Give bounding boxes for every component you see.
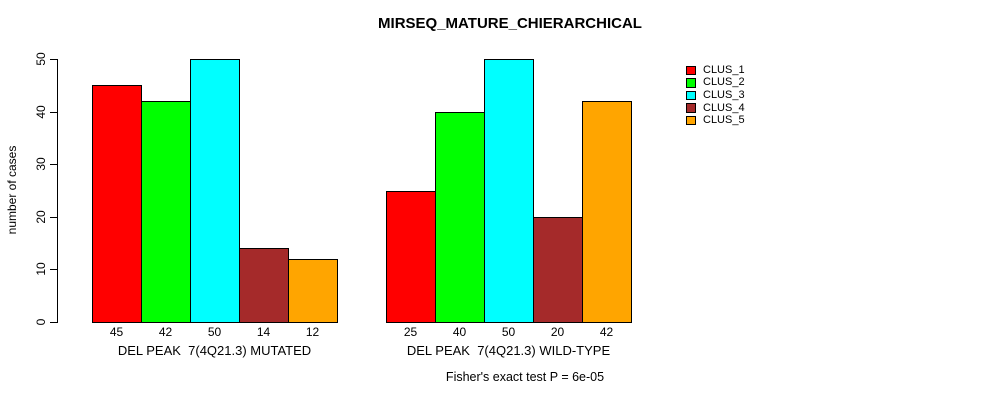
legend-item-clus_5: CLUS_5 bbox=[686, 114, 745, 127]
chart-title: MIRSEQ_MATURE_CHIERARCHICAL bbox=[378, 15, 642, 32]
bar-clus_2 bbox=[141, 101, 191, 323]
y-axis-label: number of cases bbox=[5, 145, 19, 235]
bar-clus_2 bbox=[435, 111, 485, 323]
bar-clus_3 bbox=[484, 59, 534, 323]
y-tick-label: 10 bbox=[34, 262, 48, 277]
y-tick-label: 50 bbox=[34, 52, 48, 66]
legend-item-label: CLUS_4 bbox=[703, 101, 745, 114]
bar-value-label: 42 bbox=[599, 325, 614, 339]
y-tick-mark bbox=[50, 59, 57, 60]
bar-clus_4 bbox=[239, 248, 289, 323]
y-tick-mark bbox=[50, 216, 57, 218]
bar-clus_4 bbox=[533, 216, 583, 323]
bar-value-label: 50 bbox=[501, 325, 516, 339]
legend-swatch-icon bbox=[686, 78, 696, 88]
y-tick-label: 40 bbox=[34, 104, 48, 119]
legend-swatch-icon bbox=[686, 65, 696, 76]
bar-value-label: 50 bbox=[207, 325, 222, 339]
y-tick-label: 30 bbox=[34, 157, 48, 171]
y-tick-mark bbox=[50, 269, 57, 271]
bar-clus_5 bbox=[582, 101, 632, 323]
bar-value-label: 25 bbox=[403, 325, 418, 339]
bar-clus_3 bbox=[190, 59, 240, 323]
footer-annotation: Fisher's exact test P = 6e-05 bbox=[445, 370, 605, 384]
y-tick-mark bbox=[50, 111, 57, 113]
y-tick-label: 20 bbox=[34, 210, 48, 224]
legend-item-clus_1: CLUS_1 bbox=[686, 64, 745, 77]
y-axis-line bbox=[57, 59, 58, 323]
bar-value-label: 14 bbox=[256, 325, 271, 339]
legend-item-clus_3: CLUS_3 bbox=[686, 89, 745, 102]
bar-value-label: 45 bbox=[109, 325, 124, 339]
legend-item-label: CLUS_3 bbox=[703, 88, 745, 101]
x-axis-group-label: DEL PEAK 7(4Q21.3) WILD-TYPE bbox=[406, 343, 611, 358]
bar-value-label: 42 bbox=[158, 325, 173, 339]
bar-value-label: 12 bbox=[305, 325, 320, 339]
bar-value-label: 40 bbox=[452, 325, 467, 339]
legend-item-label: CLUS_1 bbox=[703, 63, 745, 76]
legend-swatch-icon bbox=[686, 115, 696, 126]
legend-item-label: CLUS_2 bbox=[703, 76, 745, 89]
legend-swatch-icon bbox=[686, 103, 696, 113]
legend: CLUS_1 CLUS_2 CLUS_3 CLUS_4 CLUS_5 bbox=[686, 64, 745, 127]
bar-clus_5 bbox=[288, 258, 338, 323]
bar-clus_1 bbox=[92, 85, 142, 323]
y-tick-mark bbox=[50, 164, 57, 166]
legend-item-clus_2: CLUS_2 bbox=[686, 77, 745, 90]
x-axis-group-label: DEL PEAK 7(4Q21.3) MUTATED bbox=[117, 343, 312, 358]
legend-item-label: CLUS_5 bbox=[703, 114, 745, 127]
bar-clus_1 bbox=[386, 190, 436, 323]
legend-item-clus_4: CLUS_4 bbox=[686, 102, 745, 115]
y-tick-label: 0 bbox=[34, 318, 48, 326]
legend-swatch-icon bbox=[686, 90, 696, 101]
y-tick-mark bbox=[50, 322, 57, 323]
bar-value-label: 20 bbox=[550, 325, 565, 339]
